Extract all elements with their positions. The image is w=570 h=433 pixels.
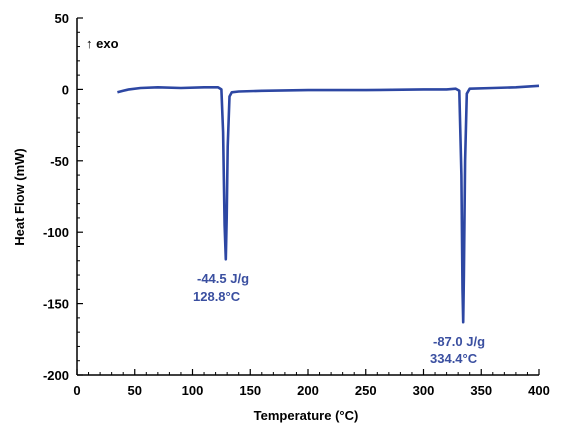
x-tick-label: 150 [239,383,261,398]
heat-flow-line [117,84,540,324]
x-tick-label: 250 [355,383,377,398]
x-tick-label: 200 [297,383,319,398]
y-axis-label: Heat Flow (mW) [12,148,27,246]
x-tick-label: 350 [470,383,492,398]
peak-2-temperature: 334.4°C [430,351,478,366]
x-tick-label: 50 [128,383,142,398]
x-tick-label: 100 [182,383,204,398]
axes [76,18,539,376]
y-tick-label: -150 [43,297,69,312]
y-tick-label: 50 [55,11,69,26]
x-axis-label: Temperature (°C) [254,408,359,423]
y-tick-label: -200 [43,368,69,383]
y-tick-label: 0 [62,82,69,97]
exo-indicator: ↑ exo [86,36,119,51]
y-tick-label: -100 [43,225,69,240]
y-tick-label: -50 [50,154,69,169]
x-tick-label: 0 [73,383,80,398]
x-tick-label: 300 [413,383,435,398]
ticks: 50 0 -50 -100 -150 -200 0 50 100 150 200 250 300 350 4… [43,11,550,398]
peak-1-enthalpy: -44.5 J/g [197,271,249,286]
plot-area [117,84,540,324]
peak-1-temperature: 128.8°C [193,289,241,304]
x-tick-label: 400 [528,383,550,398]
peak-2-enthalpy: -87.0 J/g [433,334,485,349]
